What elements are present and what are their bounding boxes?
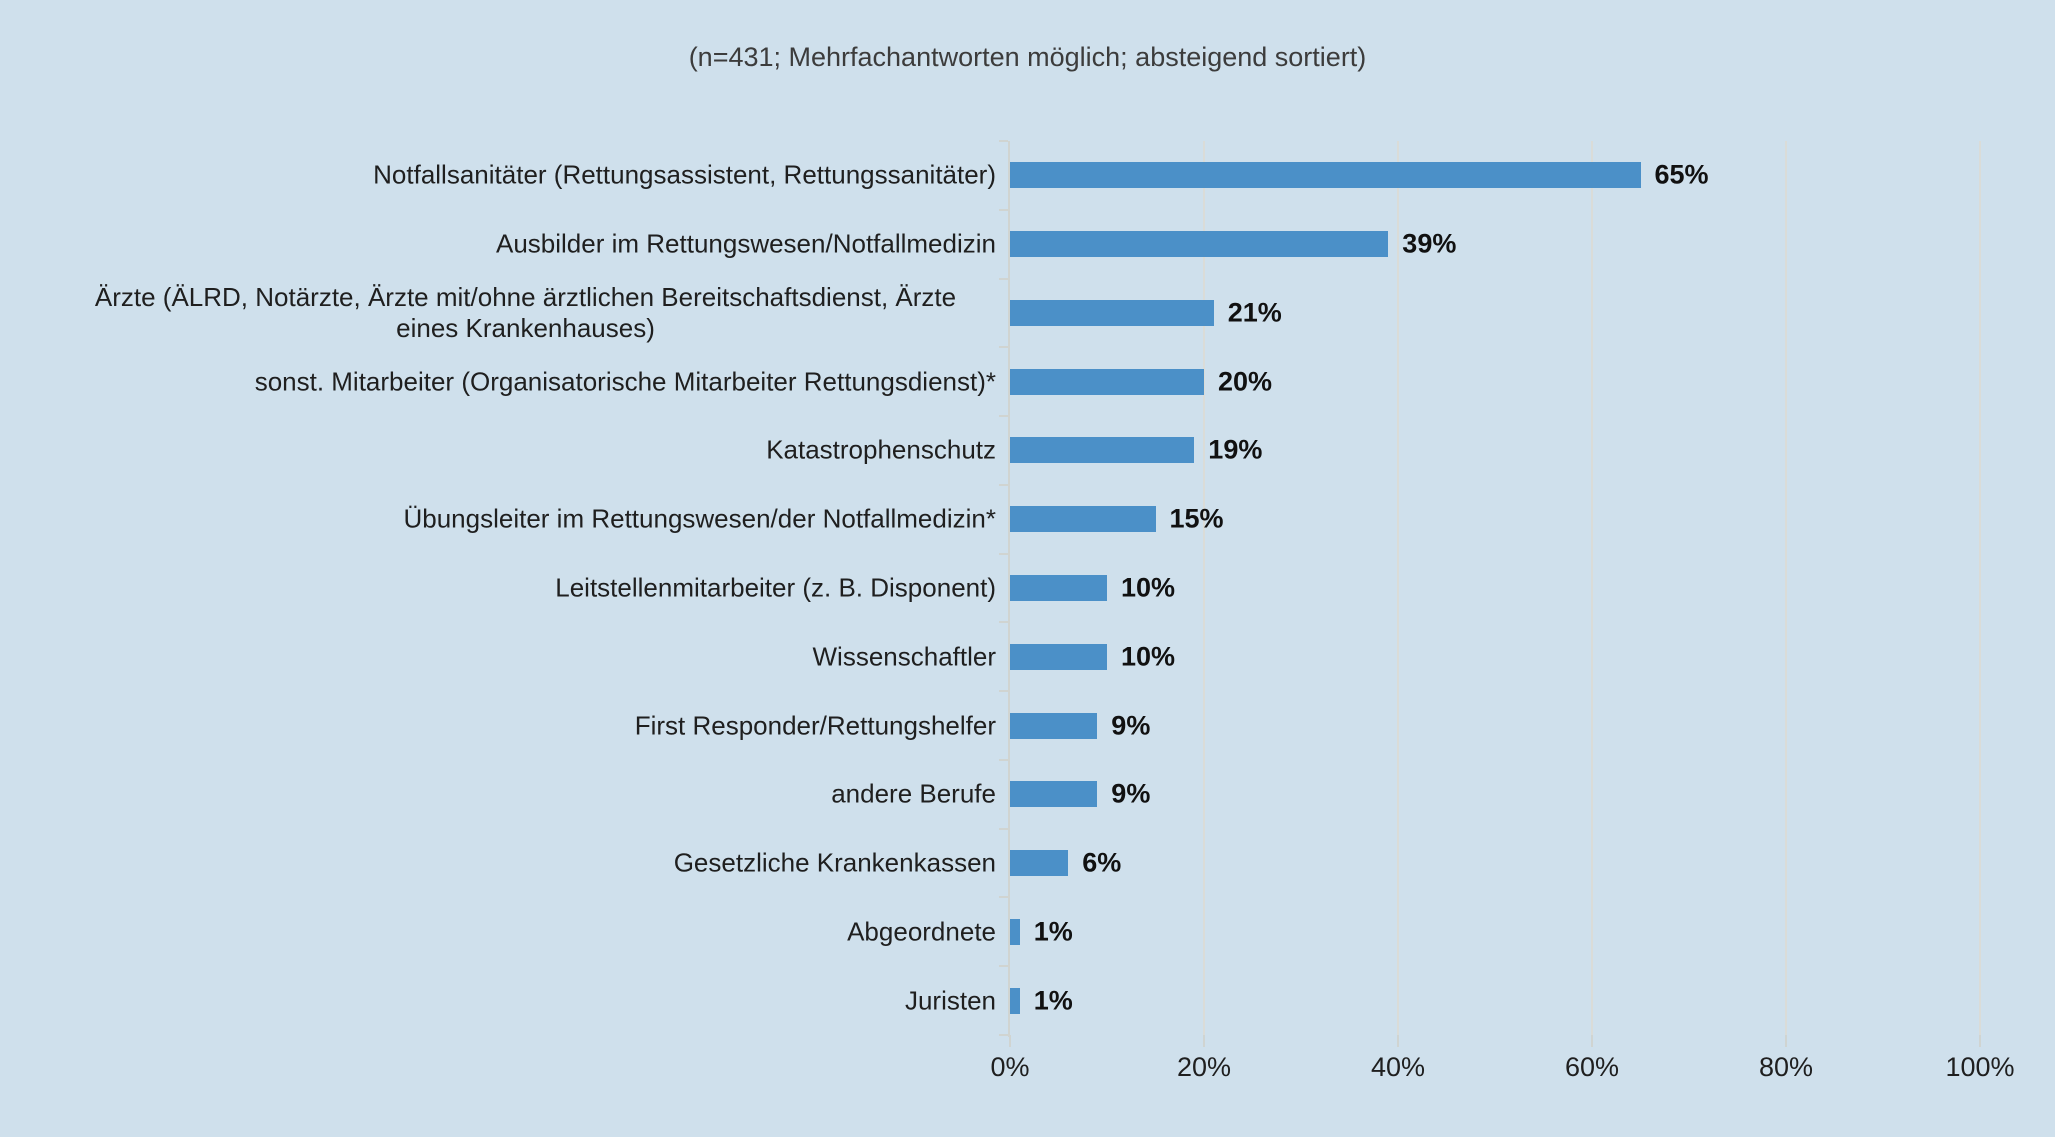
y-axis-tick [999, 552, 1008, 555]
bar-row: Ausbilder im Rettungswesen/Notfallmedizi… [0, 210, 2055, 279]
value-label: 65% [1654, 159, 1709, 190]
category-label: Übungsleiter im Rettungswesen/der Notfal… [403, 503, 996, 534]
x-axis-tick [1397, 1035, 1399, 1047]
y-axis-tick [999, 965, 1008, 968]
bar-row: First Responder/Rettungshelfer 9% [0, 691, 2055, 760]
bar [1010, 506, 1156, 533]
bar-row: sonst. Mitarbeiter (Organisatorische Mit… [0, 347, 2055, 416]
y-axis-tick [999, 690, 1008, 693]
value-label: 1% [1033, 916, 1073, 947]
x-axis-tick [1203, 1035, 1205, 1047]
y-axis-tick [999, 621, 1008, 624]
y-axis-tick [999, 140, 1008, 142]
x-axis-tick [1591, 1035, 1593, 1047]
y-axis-tick [999, 277, 1008, 280]
bar [1010, 162, 1641, 189]
bar [1010, 987, 1020, 1014]
bar-row: Gesetzliche Krankenkassen 6% [0, 829, 2055, 898]
x-axis-tick-label: 80% [1758, 1052, 1814, 1082]
y-axis-tick [999, 758, 1008, 761]
bar-row: Abgeordnete 1% [0, 897, 2055, 966]
x-axis-tick [1785, 1035, 1787, 1047]
x-axis-tick-label: 0% [990, 1052, 1030, 1082]
category-label: Abgeordnete [847, 916, 996, 947]
y-axis-tick [999, 483, 1008, 486]
bar [1010, 299, 1214, 326]
bar-row: Katastrophenschutz 19% [0, 416, 2055, 485]
value-label: 10% [1121, 572, 1176, 603]
bar [1010, 231, 1389, 258]
x-axis-tick-label: 60% [1564, 1052, 1620, 1082]
value-label: 6% [1082, 847, 1122, 878]
category-label: Notfallsanitäter (Rettungsassistent, Ret… [373, 159, 996, 190]
bar-row: Ärzte (ÄLRD, Notärzte, Ärzte mit/ohne är… [0, 279, 2055, 348]
gridline [1785, 141, 1787, 1037]
y-axis-tick [999, 1034, 1008, 1036]
bar [1010, 643, 1107, 670]
bar [1010, 918, 1020, 945]
gridline [1591, 141, 1593, 1037]
category-label: Katastrophenschutz [766, 434, 996, 465]
y-axis-tick [999, 896, 1008, 899]
category-label: andere Berufe [831, 778, 996, 809]
category-label: First Responder/Rettungshelfer [634, 710, 996, 741]
bar-row: Wissenschaftler 10% [0, 622, 2055, 691]
value-label: 9% [1111, 778, 1151, 809]
y-axis-tick [999, 346, 1008, 349]
bar [1010, 850, 1069, 877]
category-label: Ärzte (ÄLRD, Notärzte, Ärzte mit/ohne är… [55, 282, 996, 344]
x-axis-tick [1979, 1035, 1981, 1047]
bar-row: Leitstellenmitarbeiter (z. B. Disponent)… [0, 554, 2055, 623]
gridline [1397, 141, 1399, 1037]
value-label: 19% [1208, 434, 1263, 465]
bar-row: Notfallsanitäter (Rettungsassistent, Ret… [0, 141, 2055, 210]
category-label: Juristen [904, 985, 996, 1016]
gridline [1979, 141, 1981, 1037]
y-axis-line [1008, 141, 1010, 1037]
x-axis-tick-label: 20% [1176, 1052, 1232, 1082]
x-axis-tick-label: 100% [1945, 1052, 2015, 1082]
category-label-line: Ärzte (ÄLRD, Notärzte, Ärzte mit/ohne är… [94, 281, 957, 312]
gridline [1203, 141, 1205, 1037]
y-axis-tick [999, 208, 1008, 211]
category-label: Wissenschaftler [812, 641, 997, 672]
value-label: 39% [1402, 228, 1457, 259]
category-label: Leitstellenmitarbeiter (z. B. Disponent) [555, 572, 996, 603]
chart-title: (n=431; Mehrfachantworten möglich; abste… [688, 42, 1367, 72]
value-label: 15% [1169, 503, 1224, 534]
x-axis-tick [1009, 1035, 1011, 1047]
bar [1010, 574, 1107, 601]
value-label: 21% [1227, 297, 1282, 328]
bar-row: Juristen 1% [0, 966, 2055, 1035]
bar-row: andere Berufe 9% [0, 760, 2055, 829]
y-axis-tick [999, 415, 1008, 418]
bar [1010, 712, 1098, 739]
value-label: 1% [1033, 985, 1073, 1016]
category-label: Ausbilder im Rettungswesen/Notfallmedizi… [495, 228, 996, 259]
category-label: sonst. Mitarbeiter (Organisatorische Mit… [254, 366, 996, 397]
x-axis-tick-label: 40% [1370, 1052, 1426, 1082]
bar-row: Übungsleiter im Rettungswesen/der Notfal… [0, 485, 2055, 554]
value-label: 9% [1111, 710, 1151, 741]
y-axis-tick [999, 827, 1008, 830]
bar [1010, 781, 1098, 808]
bar [1010, 437, 1195, 464]
bar [1010, 368, 1204, 395]
category-label: Gesetzliche Krankenkassen [673, 847, 996, 878]
value-label: 10% [1121, 641, 1176, 672]
category-label-line: eines Krankenhauses) [396, 312, 655, 343]
value-label: 20% [1218, 366, 1273, 397]
